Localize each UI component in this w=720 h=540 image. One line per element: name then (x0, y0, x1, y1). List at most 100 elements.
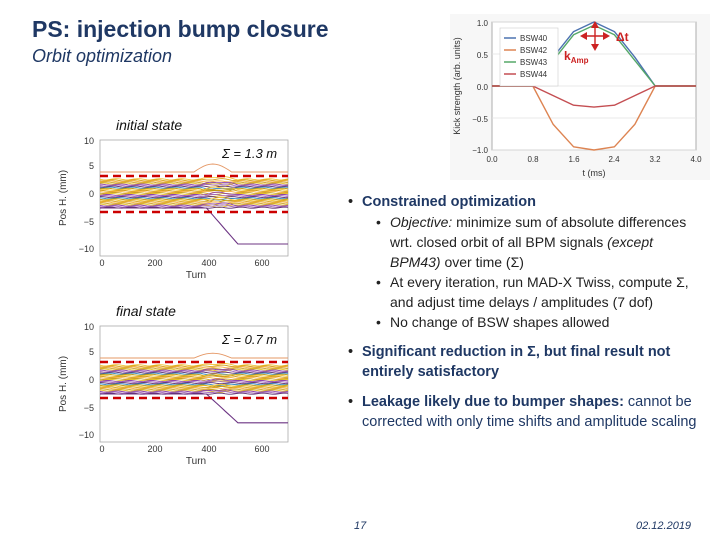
dt-arrow-head-right (603, 32, 610, 40)
kick-ytick-2: 0.5 (477, 51, 489, 60)
bullet-dot: • (376, 214, 381, 230)
final-ytick-5: −10 (79, 430, 94, 440)
slide-date: 02.12.2019 (636, 520, 692, 532)
bullet-dot: • (376, 274, 381, 290)
initial-xtick-4: 600 (254, 258, 269, 268)
initial-xticks: 0 200 400 600 (99, 258, 269, 268)
initial-xtick-2: 200 (147, 258, 162, 268)
bullet-reduction: • Significant reduction in Σ, but final r… (340, 342, 700, 382)
final-trace-7 (99, 369, 289, 373)
sigma-initial: Σ = 1.3 m (222, 146, 278, 161)
bullet-constrained-text: Constrained optimization (362, 194, 536, 210)
final-trace-6 (99, 368, 289, 372)
final-orbit-chart: Pos H. (mm) 10 5 0 −5 −10 0 200 400 600 … (54, 320, 294, 468)
final-trace-15 (99, 378, 288, 383)
final-xtick-1: 0 (99, 444, 104, 454)
initial-trace-9 (99, 186, 289, 190)
bullet-constrained: • Constrained optimization (340, 192, 700, 212)
sub-bullet-iteration: • At every iteration, run MAD-X Twiss, co… (340, 272, 700, 312)
final-trace-23 (99, 387, 289, 390)
final-trace-4 (99, 367, 289, 371)
kick-series-bsw44 (492, 85, 696, 108)
initial-trace-14 (99, 191, 289, 196)
initial-trace-7 (99, 183, 289, 187)
initial-ylabel: Pos H. (mm) (58, 170, 69, 226)
kick-ytick-1: 1.0 (477, 19, 489, 28)
final-trace-11 (99, 373, 289, 377)
final-trace-16 (99, 378, 289, 383)
initial-trace-6 (99, 181, 289, 186)
kamp-arrow-head-down (591, 44, 599, 51)
initial-xtick-3: 400 (201, 258, 216, 268)
initial-trace-5 (99, 182, 289, 187)
legend-bsw40: BSW40 (520, 34, 548, 43)
final-state-label: final state (116, 303, 176, 319)
initial-trace-28 (99, 206, 289, 209)
final-trace-20 (99, 384, 289, 388)
final-yticks: 10 5 0 −5 −10 (79, 322, 94, 440)
initial-trace-21 (100, 196, 289, 202)
initial-trace-17 (99, 193, 289, 198)
final-ytick-2: 5 (89, 347, 94, 357)
k-amp-main: k (564, 49, 571, 63)
final-trace-10 (99, 373, 289, 377)
kick-xtick-1: 0.0 (486, 155, 498, 164)
kick-xtick-6: 4.0 (690, 155, 702, 164)
final-trace-22 (99, 385, 289, 389)
bullet-dot: • (348, 344, 354, 360)
objective-text-a: minimize sum of absolute differences wrt… (390, 214, 687, 250)
initial-trace-13 (99, 190, 289, 193)
kick-xticks: 0.0 0.8 1.6 2.4 3.2 4.0 (486, 155, 702, 164)
final-trace-17 (99, 380, 289, 384)
legend-bsw43: BSW43 (520, 58, 548, 67)
initial-trace-3 (99, 180, 289, 183)
final-trace-21 (100, 383, 289, 388)
initial-trace-2 (100, 178, 289, 182)
objective-lead: Objective: (390, 214, 453, 230)
final-ytick-3: 0 (89, 375, 94, 385)
final-ytick-4: −5 (84, 403, 94, 413)
final-trace-14 (99, 377, 289, 381)
final-trace-24 (100, 388, 289, 392)
bullet-leakage: • Leakage likely due to bumper shapes: ca… (340, 392, 700, 432)
initial-trace-22 (99, 199, 289, 203)
bullet-dot: • (348, 394, 354, 410)
final-xtick-2: 200 (147, 444, 162, 454)
kick-strength-chart: Kick strength (arb. units) t (ms) 1.0 0.… (450, 14, 710, 180)
initial-trace-12 (99, 188, 289, 192)
kick-legend: BSW40 BSW42 BSW43 BSW44 (499, 27, 559, 87)
dt-arrow (580, 32, 610, 40)
initial-xlabel: Turn (186, 270, 206, 281)
kick-ytick-4: −0.5 (472, 115, 488, 124)
initial-ytick-1: 10 (84, 136, 94, 146)
objective-italic: (except BPM43) (390, 234, 654, 270)
final-xlabel: Turn (186, 456, 206, 467)
kick-series-bsw42 (492, 85, 696, 151)
initial-trace-1 (99, 176, 289, 181)
final-trace-2 (100, 364, 289, 368)
reduction-text: Significant reduction in Σ, but final re… (362, 344, 671, 380)
leakage-bold: Leakage likely due to bumper shapes: (362, 394, 624, 410)
final-trace-25 (99, 389, 289, 393)
final-trace-18 (99, 382, 289, 385)
initial-orbit-chart: Pos H. (mm) 10 5 0 −5 −10 0 200 400 600 … (54, 134, 294, 282)
leakage-text: cannot be corrected with only time shift… (362, 394, 697, 430)
initial-trace-18 (99, 196, 289, 199)
initial-outlier-trace (100, 207, 288, 245)
final-spike-trace (100, 352, 288, 359)
initial-trace-27 (99, 204, 289, 208)
objective-text-b: over time (Σ) (440, 254, 524, 270)
initial-trace-4 (99, 181, 289, 185)
initial-state-label: initial state (116, 117, 183, 133)
legend-bsw42: BSW42 (520, 46, 548, 55)
final-trace-9 (99, 372, 289, 376)
kamp-arrow-head-up (591, 21, 599, 28)
kick-xtick-4: 2.4 (608, 155, 620, 164)
final-xtick-4: 600 (254, 444, 269, 454)
initial-trace-15 (99, 192, 288, 197)
sub-bullet-bsw-shapes: • No change of BSW shapes allowed (340, 312, 700, 332)
final-traces (99, 352, 289, 424)
initial-yticks: 10 5 0 −5 −10 (79, 136, 94, 254)
final-trace-28 (99, 392, 289, 395)
initial-trace-25 (99, 203, 289, 208)
